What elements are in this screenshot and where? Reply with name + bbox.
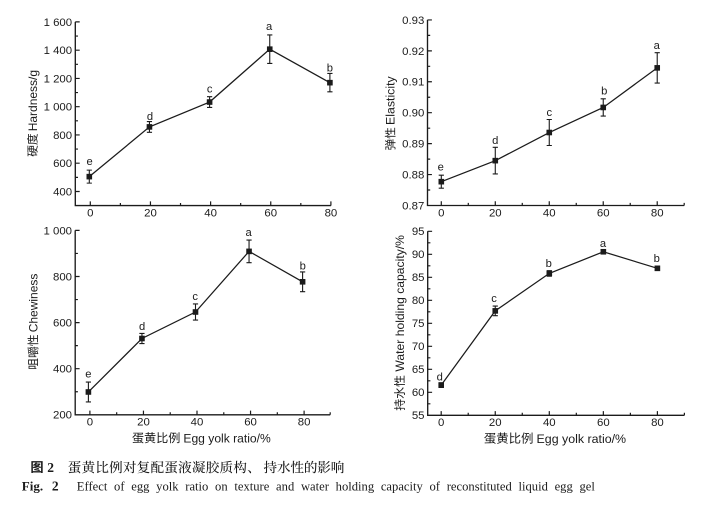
svg-text:Chewiness: Chewiness — [26, 274, 40, 333]
svg-text:b: b — [327, 62, 333, 74]
svg-text:b: b — [654, 253, 660, 265]
svg-text:d: d — [492, 135, 498, 147]
svg-text:800: 800 — [53, 271, 72, 283]
svg-text:75: 75 — [412, 318, 425, 330]
svg-text:0.89: 0.89 — [402, 139, 424, 151]
svg-text:d: d — [139, 321, 145, 333]
svg-text:60: 60 — [412, 387, 425, 399]
svg-text:85: 85 — [412, 272, 425, 284]
svg-text:c: c — [547, 107, 553, 119]
svg-text:70: 70 — [412, 341, 425, 353]
svg-text:200: 200 — [53, 410, 72, 422]
svg-text:80: 80 — [412, 295, 425, 307]
svg-text:400: 400 — [53, 364, 72, 376]
svg-text:e: e — [438, 162, 444, 174]
svg-text:20: 20 — [489, 207, 502, 219]
svg-text:95: 95 — [412, 226, 425, 238]
svg-text:d: d — [147, 111, 153, 123]
svg-text:Hardness/g: Hardness/g — [26, 70, 40, 131]
svg-text:0.91: 0.91 — [402, 77, 424, 89]
svg-text:0: 0 — [438, 207, 444, 219]
svg-text:80: 80 — [651, 207, 664, 219]
svg-text:Effect of egg yolk ratio on te: Effect of egg yolk ratio on texture and … — [77, 479, 596, 493]
svg-text:1 000: 1 000 — [43, 225, 72, 237]
svg-text:20: 20 — [137, 417, 150, 429]
svg-text:c: c — [207, 83, 213, 95]
svg-text:0.88: 0.88 — [402, 169, 424, 181]
svg-text:65: 65 — [412, 364, 425, 376]
svg-text:0: 0 — [87, 208, 93, 220]
svg-text:2: 2 — [52, 478, 59, 493]
svg-text:c: c — [491, 293, 497, 305]
svg-text:80: 80 — [298, 417, 311, 429]
svg-text:d: d — [437, 371, 443, 383]
svg-text:40: 40 — [543, 207, 556, 219]
svg-text:a: a — [245, 227, 252, 239]
svg-text:40: 40 — [543, 417, 556, 429]
svg-text:60: 60 — [264, 208, 277, 220]
svg-text:b: b — [601, 85, 607, 97]
svg-text:Elasticity: Elasticity — [384, 75, 398, 125]
svg-text:80: 80 — [651, 417, 664, 429]
svg-text:1 400: 1 400 — [44, 45, 73, 57]
svg-text:20: 20 — [144, 208, 157, 220]
svg-text:a: a — [600, 238, 607, 250]
svg-text:e: e — [86, 156, 92, 168]
svg-text:55: 55 — [412, 410, 425, 422]
svg-text:600: 600 — [53, 318, 72, 330]
svg-text:Fig.: Fig. — [22, 478, 43, 493]
svg-text:e: e — [85, 368, 91, 380]
svg-text:c: c — [192, 291, 198, 303]
svg-text:800: 800 — [53, 130, 72, 142]
svg-text:1 000: 1 000 — [44, 102, 73, 114]
svg-text:b: b — [300, 260, 306, 272]
svg-text:400: 400 — [53, 186, 72, 198]
svg-text:1 200: 1 200 — [44, 73, 73, 85]
svg-text:40: 40 — [191, 417, 204, 429]
svg-text:60: 60 — [597, 417, 610, 429]
svg-text:0.87: 0.87 — [402, 200, 424, 212]
svg-text:0.90: 0.90 — [402, 108, 424, 120]
svg-text:b: b — [546, 258, 552, 270]
svg-text:0: 0 — [87, 417, 93, 429]
svg-text:a: a — [266, 21, 273, 33]
svg-text:0.92: 0.92 — [402, 46, 424, 58]
svg-text:0.93: 0.93 — [402, 15, 424, 27]
svg-text:600: 600 — [53, 158, 72, 170]
svg-text:2: 2 — [47, 460, 54, 475]
svg-text:0: 0 — [438, 417, 444, 429]
svg-text:90: 90 — [412, 249, 425, 261]
svg-text:Water holding capacity/%: Water holding capacity/% — [393, 235, 407, 372]
svg-text:40: 40 — [204, 208, 217, 220]
svg-text:Egg yolk ratio/%: Egg yolk ratio/% — [183, 431, 271, 445]
svg-text:80: 80 — [325, 208, 338, 220]
svg-text:1 600: 1 600 — [44, 17, 73, 29]
svg-text:20: 20 — [489, 417, 502, 429]
svg-text:60: 60 — [597, 207, 610, 219]
svg-text:60: 60 — [244, 417, 257, 429]
svg-text:Egg yolk ratio/%: Egg yolk ratio/% — [537, 432, 627, 446]
svg-text:a: a — [654, 40, 661, 52]
